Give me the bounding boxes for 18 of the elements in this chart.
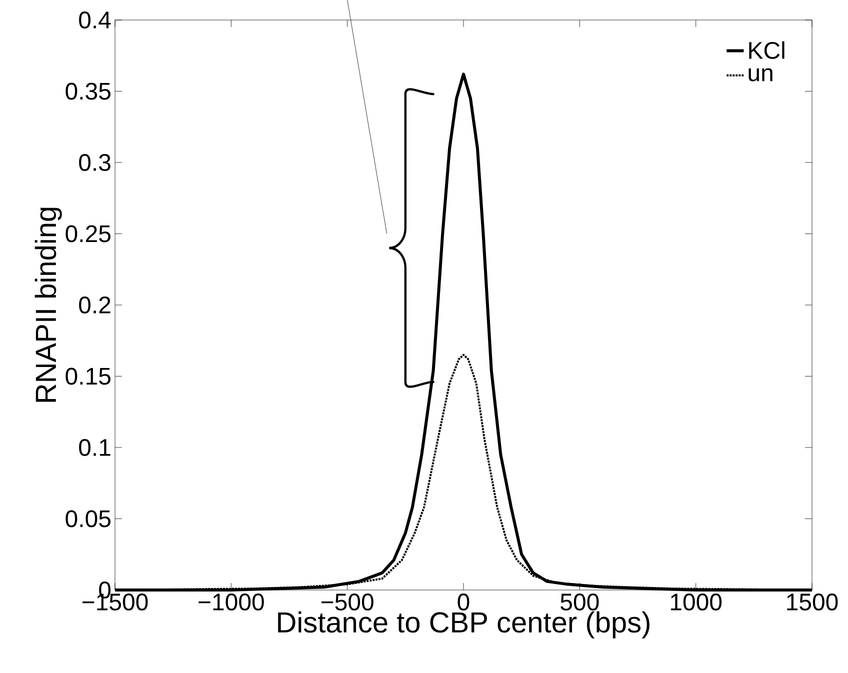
- legend-label: KCl: [749, 41, 784, 59]
- y-tick-label: 0.35: [66, 82, 110, 100]
- y-tick-label: 0.3: [79, 154, 110, 171]
- legend-label: un: [748, 68, 772, 82]
- x-axis-title: Distance to CBP center (bps): [278, 611, 650, 638]
- y-tick-label: 0.15: [66, 368, 110, 385]
- y-axis-title: RNAPII binding: [34, 208, 62, 402]
- x-tick-label: −500: [321, 594, 374, 611]
- y-tick-label: 0.1: [79, 439, 110, 456]
- x-tick-label: 1500: [787, 594, 838, 611]
- y-tick-label: 0.25: [66, 225, 110, 242]
- x-tick-label: 500: [560, 594, 599, 611]
- x-tick-label: −1000: [198, 594, 264, 611]
- x-tick-label: 1000: [670, 594, 722, 611]
- y-tick-label: 0.05: [66, 510, 110, 528]
- y-tick-label: 0.2: [79, 296, 110, 314]
- y-tick-label: 0.4: [79, 12, 111, 28]
- x-tick-label: 0: [458, 594, 470, 611]
